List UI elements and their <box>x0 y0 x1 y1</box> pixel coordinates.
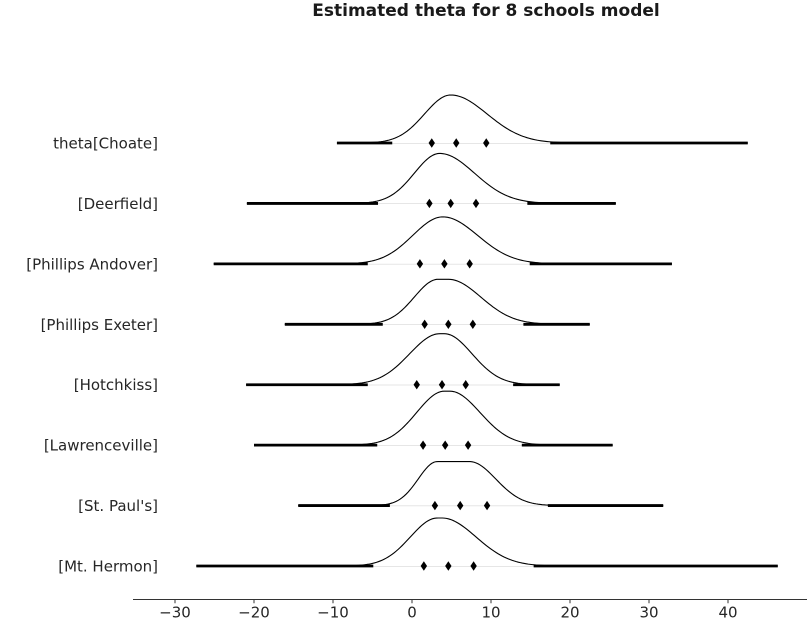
quartile-diamond <box>428 138 435 148</box>
quartile-diamond <box>456 500 464 511</box>
quartile-diamond <box>431 500 439 511</box>
y-tick-label: [Mt. Hermon] <box>58 558 158 576</box>
x-tick-label: 20 <box>560 604 579 622</box>
quartile-diamond <box>462 380 469 390</box>
density-fill <box>284 279 590 325</box>
density-curve <box>336 94 748 144</box>
quartile-diamond <box>447 198 454 209</box>
x-tick-label: −20 <box>238 604 270 622</box>
quartile-diamond <box>438 380 446 390</box>
y-tick-label: [Phillips Exeter] <box>41 316 158 334</box>
quartile-diamond <box>441 440 449 450</box>
x-tick-label: 30 <box>639 604 658 622</box>
density-fill <box>254 391 613 446</box>
quartile-diamond <box>464 440 472 450</box>
quartile-diamond <box>445 561 452 571</box>
quartile-diamond <box>421 319 428 329</box>
quartile-diamond <box>466 259 473 269</box>
density-fill <box>196 518 778 567</box>
y-tick-label: [St. Paul's] <box>78 497 158 515</box>
x-tick-label: 0 <box>407 604 417 622</box>
quartile-diamond <box>420 561 428 571</box>
density-fill <box>246 333 560 385</box>
quartile-diamond <box>472 198 480 209</box>
x-tick-label: 10 <box>481 604 500 622</box>
quartile-diamond <box>413 380 420 390</box>
quartile-diamond <box>469 319 477 329</box>
density-fill <box>336 95 748 143</box>
y-tick-label: [Hotchkiss] <box>74 376 158 394</box>
quartile-diamond <box>416 259 424 269</box>
quartile-diamond <box>483 500 491 511</box>
density-fill <box>213 216 672 264</box>
y-tick-label: [Lawrenceville] <box>44 437 158 455</box>
y-tick-label: [Deerfield] <box>78 195 158 213</box>
y-tick-label: [Phillips Andover] <box>26 255 158 273</box>
quartile-diamond <box>483 138 490 148</box>
quartile-diamond <box>445 319 452 329</box>
quartile-diamond <box>419 440 427 450</box>
chart-title: Estimated theta for 8 schools model <box>312 1 660 21</box>
quartile-diamond <box>453 138 460 148</box>
x-tick-label: 40 <box>718 604 737 622</box>
x-tick-label: −30 <box>159 604 191 622</box>
quartile-diamond <box>470 561 477 571</box>
y-tick-label: theta[Choate] <box>53 135 158 153</box>
quartile-diamond <box>426 198 433 209</box>
density-fill <box>246 153 616 204</box>
x-tick-label: −10 <box>317 604 349 622</box>
density-fill <box>298 461 664 506</box>
quartile-diamond <box>441 259 448 269</box>
